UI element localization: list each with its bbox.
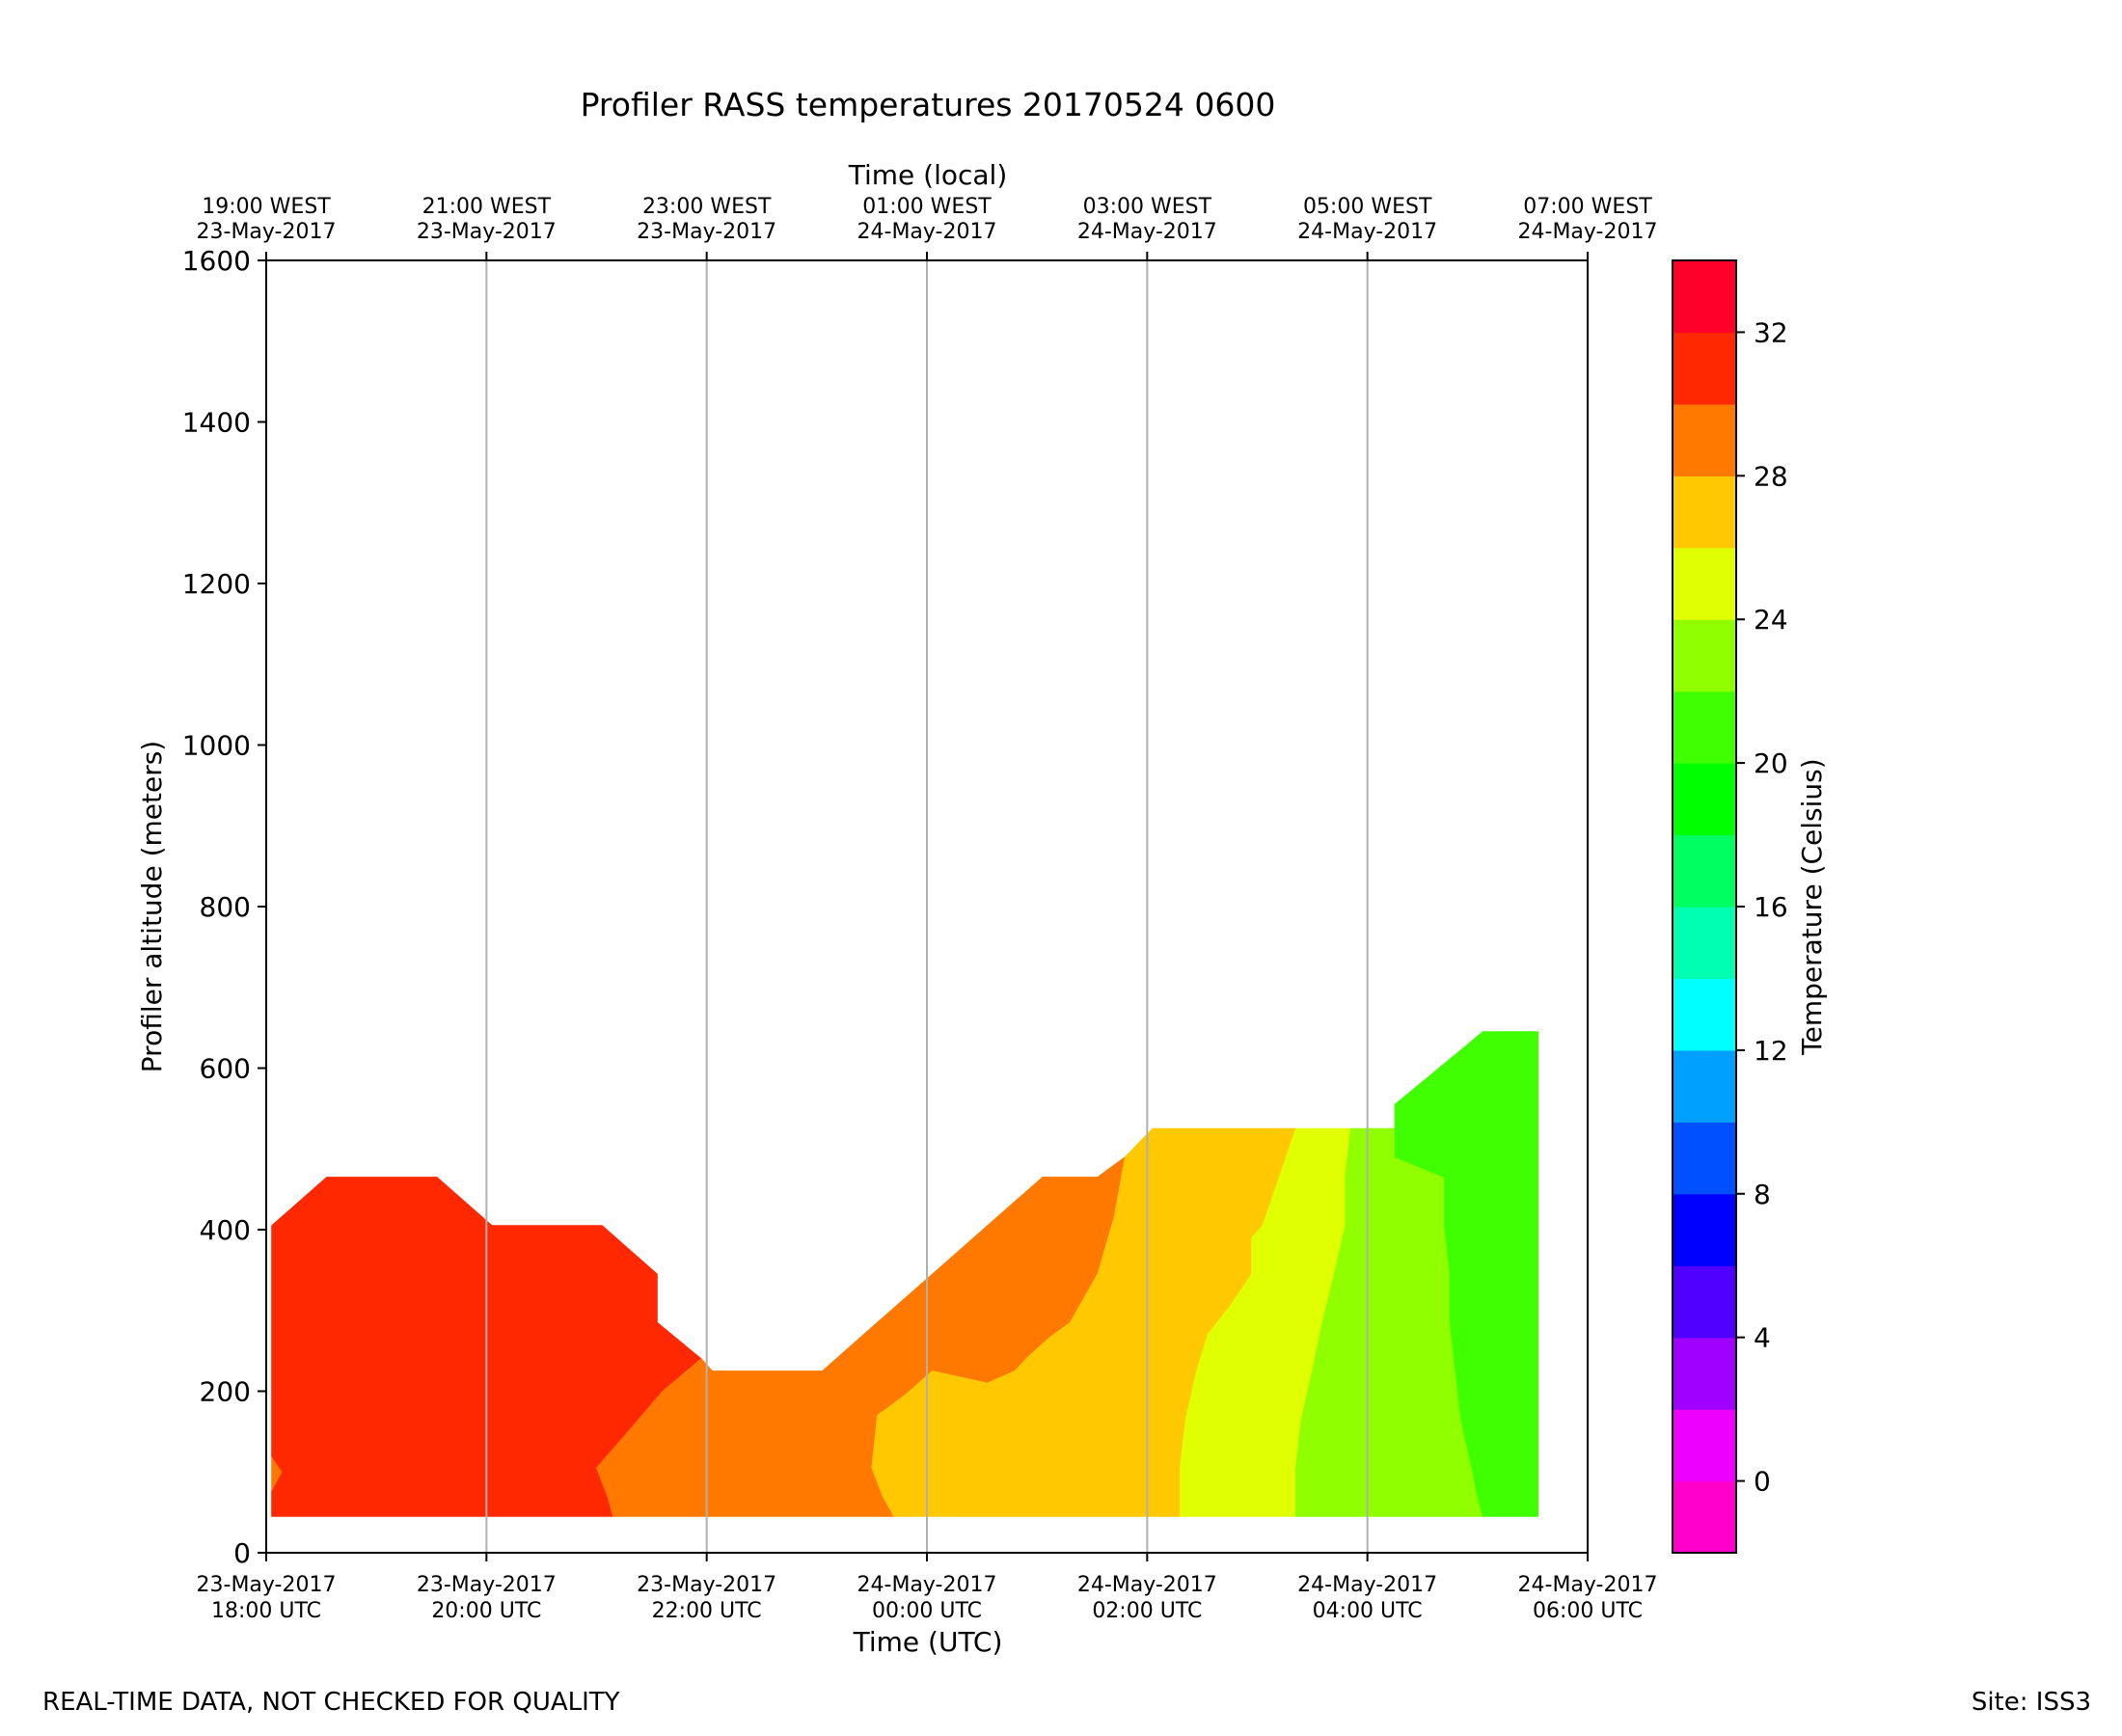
- chart-title: Profiler RASS temperatures 20170524 0600: [581, 86, 1276, 123]
- colorbar-tick-label: 24: [1754, 604, 1788, 636]
- colorbar-band--2-0: [1673, 1480, 1736, 1554]
- colorbar-tick-label: 16: [1754, 891, 1788, 923]
- x-axis-top-label: Time (local): [848, 159, 1008, 191]
- y-tick-label: 0: [233, 1537, 251, 1569]
- contour-region-20-22: [1394, 1031, 1539, 1517]
- y-tick-label: 1400: [182, 407, 251, 439]
- x-top-tick-label-date: 23-May-2017: [417, 220, 557, 244]
- x-top-tick-label-date: 23-May-2017: [637, 220, 776, 244]
- y-tick-label: 400: [200, 1214, 251, 1246]
- colorbar-tick-label: 32: [1754, 316, 1788, 348]
- x-tick-label-time: 22:00 UTC: [652, 1599, 762, 1623]
- colorbar-band-26-28: [1673, 475, 1736, 549]
- colorbar-tick-label: 20: [1754, 747, 1788, 779]
- x-top-tick-label-date: 24-May-2017: [1077, 220, 1217, 244]
- colorbar-band-10-12: [1673, 1049, 1736, 1123]
- y-axis-label: Profiler altitude (meters): [136, 741, 168, 1072]
- colorbar-band-18-20: [1673, 763, 1736, 836]
- y-tick-label: 1200: [182, 568, 251, 600]
- x-top-tick-label-time: 07:00 WEST: [1523, 195, 1652, 219]
- x-tick-label-date: 24-May-2017: [1297, 1573, 1437, 1597]
- x-top-tick-label-date: 23-May-2017: [197, 220, 337, 244]
- colorbar-band-8-10: [1673, 1122, 1736, 1195]
- x-tick-label-date: 24-May-2017: [1518, 1573, 1658, 1597]
- x-top-tick-label-date: 24-May-2017: [857, 220, 997, 244]
- grid-lines: [485, 260, 1369, 1553]
- colorbar-band-22-24: [1673, 619, 1736, 692]
- colorbar-band-12-14: [1673, 978, 1736, 1051]
- x-tick-label-time: 06:00 UTC: [1533, 1599, 1643, 1623]
- colorbar-band-24-26: [1673, 547, 1736, 620]
- colorbar-band-32-34: [1673, 260, 1736, 334]
- colorbar-band-14-16: [1673, 907, 1736, 980]
- y-tick-label: 800: [200, 891, 251, 923]
- colorbar-band-16-18: [1673, 834, 1736, 908]
- contour-regions: [271, 1031, 1539, 1517]
- colorbar-band-20-22: [1673, 691, 1736, 764]
- colorbar-band-0-2: [1673, 1409, 1736, 1482]
- colorbar: [1673, 260, 1736, 1554]
- y-tick-label: 1000: [182, 730, 251, 762]
- colorbar-tick-label: 4: [1754, 1322, 1771, 1354]
- colorbar-tick-label: 12: [1754, 1035, 1788, 1067]
- y-axis-ticks: 0 200 400 600 800 1000 1200 1400 1600: [182, 245, 266, 1569]
- colorbar-band-28-30: [1673, 403, 1736, 476]
- x-top-tick-label-time: 05:00 WEST: [1303, 195, 1432, 219]
- x-top-tick-label-date: 24-May-2017: [1518, 220, 1658, 244]
- colorbar-tick-label: 8: [1754, 1179, 1771, 1210]
- colorbar-label: Temperature (Celsius): [1796, 758, 1828, 1055]
- x-tick-label-date: 24-May-2017: [1077, 1573, 1217, 1597]
- x-tick-label-date: 24-May-2017: [857, 1573, 997, 1597]
- x-tick-label-date: 23-May-2017: [197, 1573, 337, 1597]
- x-top-tick-label-time: 19:00 WEST: [202, 195, 331, 219]
- x-top-tick-label-time: 01:00 WEST: [862, 195, 992, 219]
- x-top-tick-label-time: 03:00 WEST: [1083, 195, 1212, 219]
- x-top-tick-label-time: 23:00 WEST: [642, 195, 772, 219]
- y-tick-label: 200: [200, 1376, 251, 1408]
- x-tick-label-time: 18:00 UTC: [211, 1599, 321, 1623]
- x-tick-label-time: 00:00 UTC: [872, 1599, 982, 1623]
- x-tick-label-date: 23-May-2017: [637, 1573, 776, 1597]
- x-top-tick-label-date: 24-May-2017: [1297, 220, 1437, 244]
- x-tick-label-date: 23-May-2017: [417, 1573, 557, 1597]
- colorbar-band-2-4: [1673, 1337, 1736, 1410]
- site-label: Site: ISS3: [1971, 1688, 2091, 1717]
- y-tick-label: 600: [200, 1053, 251, 1085]
- y-tick-label: 1600: [182, 245, 251, 277]
- x-tick-label-time: 04:00 UTC: [1313, 1599, 1423, 1623]
- colorbar-band-4-6: [1673, 1265, 1736, 1339]
- colorbar-tick-label: 0: [1754, 1466, 1771, 1498]
- colorbar-band-30-32: [1673, 332, 1736, 405]
- colorbar-ticks: 0 4 8 12 16 20 24 28 32: [1736, 316, 1788, 1498]
- colorbar-tick-label: 28: [1754, 460, 1788, 492]
- x-tick-label-time: 02:00 UTC: [1092, 1599, 1202, 1623]
- quality-disclaimer: REAL-TIME DATA, NOT CHECKED FOR QUALITY: [42, 1688, 620, 1717]
- colorbar-band-6-8: [1673, 1193, 1736, 1266]
- x-top-tick-label-time: 21:00 WEST: [422, 195, 552, 219]
- x-axis-label: Time (UTC): [853, 1626, 1003, 1658]
- x-tick-label-time: 20:00 UTC: [431, 1599, 541, 1623]
